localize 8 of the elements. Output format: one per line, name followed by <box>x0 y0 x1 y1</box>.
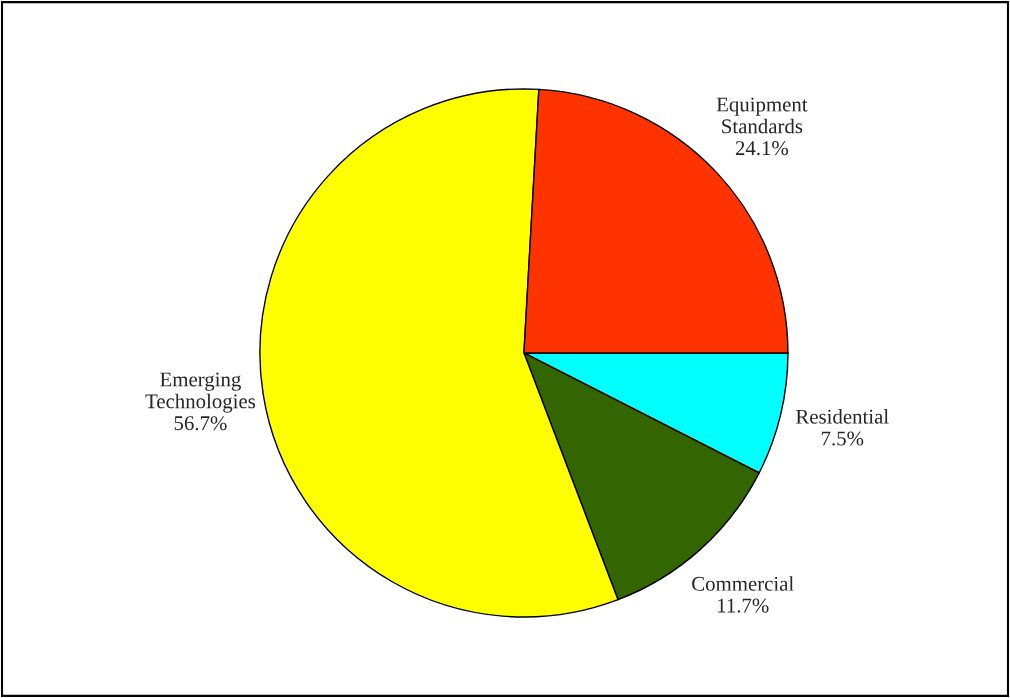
slice-label: Emerging Technologies <box>145 372 256 413</box>
slice-label: Residential <box>796 409 889 424</box>
data-label: 7.5% <box>821 431 864 446</box>
slice-label: Commercial <box>692 576 794 591</box>
data-label: 11.7% <box>718 598 769 613</box>
data-label: 24.1% <box>735 141 789 156</box>
data-label: 56.7% <box>174 416 227 431</box>
slice-label: Equipment Standards <box>716 97 808 134</box>
